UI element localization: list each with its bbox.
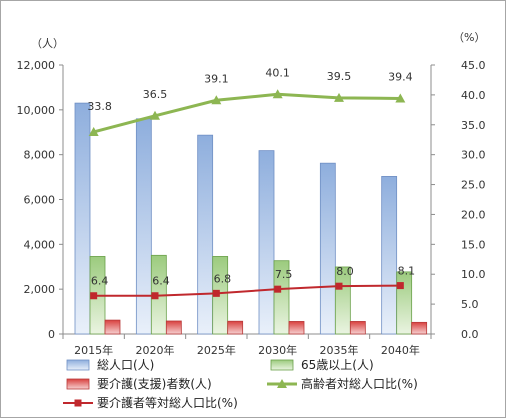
elderly-ratio-data-label: 36.5 — [143, 88, 168, 101]
left-tick-label: 6,000 — [24, 194, 56, 207]
care-ratio-data-label: 8.0 — [336, 265, 354, 278]
elderly-ratio-data-label: 39.1 — [204, 72, 229, 85]
care-ratio-data-label: 6.8 — [214, 272, 232, 285]
left-tick-label: 0 — [48, 328, 55, 341]
right-tick-label: 20.0 — [461, 208, 486, 221]
legend-swatch — [66, 378, 90, 390]
care-ratio-data-label: 6.4 — [91, 275, 109, 288]
elderly-ratio-point — [211, 95, 222, 105]
right-tick-label: 5.0 — [461, 298, 479, 311]
elderly-ratio-point — [334, 92, 344, 102]
elderly-ratio-data-label: 40.1 — [265, 66, 290, 79]
total-population-bar — [74, 102, 91, 335]
elderly-ratio-data-label: 39.5 — [327, 70, 352, 83]
care-recipients-bar — [411, 321, 428, 335]
legend-label: 要介護(支援)者数(人) — [97, 376, 212, 391]
right-tick-label: 30.0 — [461, 149, 486, 162]
left-tick-label: 12,000 — [17, 59, 56, 72]
care-recipients-bar — [104, 319, 121, 335]
care-ratio-data-label: 8.1 — [398, 265, 416, 278]
care-recipients-bar — [349, 321, 366, 335]
right-tick-label: 40.0 — [461, 89, 486, 102]
total-population-bar — [319, 162, 336, 335]
care-recipients-bar — [227, 320, 244, 335]
care-ratio-data-label: 6.4 — [152, 275, 170, 288]
legend-swatch — [270, 359, 294, 371]
care-recipients-bar — [288, 321, 305, 335]
elderly-ratio-point — [150, 110, 160, 120]
care-ratio-line — [93, 284, 401, 297]
x-tick-label: 2025年 — [197, 343, 236, 357]
legend-swatch — [66, 359, 90, 371]
legend-marker — [74, 399, 82, 407]
legend-marker — [277, 379, 287, 388]
care-ratio-point — [274, 285, 282, 293]
care-ratio-point — [396, 282, 404, 290]
care-ratio-data-label: 7.5 — [275, 268, 293, 281]
right-tick-label: 35.0 — [461, 119, 486, 132]
right-tick-label: 25.0 — [461, 179, 486, 192]
care-ratio-point — [212, 289, 220, 297]
elderly-65plus-bar — [396, 271, 413, 335]
right-axis-unit: （%） — [453, 31, 485, 44]
total-population-bar — [258, 150, 275, 335]
x-tick-label: 2030年 — [258, 343, 297, 357]
care-ratio-point — [90, 292, 98, 300]
elderly-ratio-data-label: 33.8 — [87, 100, 112, 113]
x-tick-label: 2020年 — [136, 343, 175, 357]
left-tick-label: 4,000 — [24, 238, 56, 251]
x-tick-label: 2035年 — [320, 343, 359, 357]
care-ratio-point — [151, 292, 159, 300]
elderly-ratio-point — [272, 89, 283, 99]
right-tick-label: 0.0 — [461, 328, 479, 341]
legend-label: 高齢者対総人口比(%) — [301, 376, 418, 391]
total-population-bar — [381, 176, 398, 335]
right-tick-label: 15.0 — [461, 238, 486, 251]
care-ratio-point — [335, 282, 343, 290]
left-axis-unit: （人） — [31, 37, 64, 50]
elderly-ratio-line — [93, 92, 401, 134]
elderly-ratio-data-label: 39.4 — [388, 70, 413, 83]
legend-label: 要介護者等対総人口比(%) — [97, 395, 238, 410]
elderly-65plus-bar — [212, 256, 229, 335]
elderly-ratio-point — [395, 93, 406, 103]
left-tick-label: 10,000 — [17, 104, 56, 117]
legend-label: 総人口(人) — [97, 358, 154, 372]
elderly-65plus-bar — [273, 260, 290, 335]
x-tick-label: 2015年 — [74, 343, 113, 357]
left-tick-label: 8,000 — [24, 149, 56, 162]
total-population-bar — [135, 118, 152, 335]
x-tick-label: 2040年 — [381, 343, 420, 357]
total-population-bar — [197, 134, 214, 335]
right-tick-label: 10.0 — [461, 268, 486, 281]
right-tick-label: 45.0 — [461, 59, 486, 72]
left-tick-label: 2,000 — [24, 283, 56, 296]
elderly-ratio-point — [88, 126, 99, 136]
legend-label: 65歳以上(人) — [301, 358, 374, 372]
care-recipients-bar — [165, 320, 182, 335]
